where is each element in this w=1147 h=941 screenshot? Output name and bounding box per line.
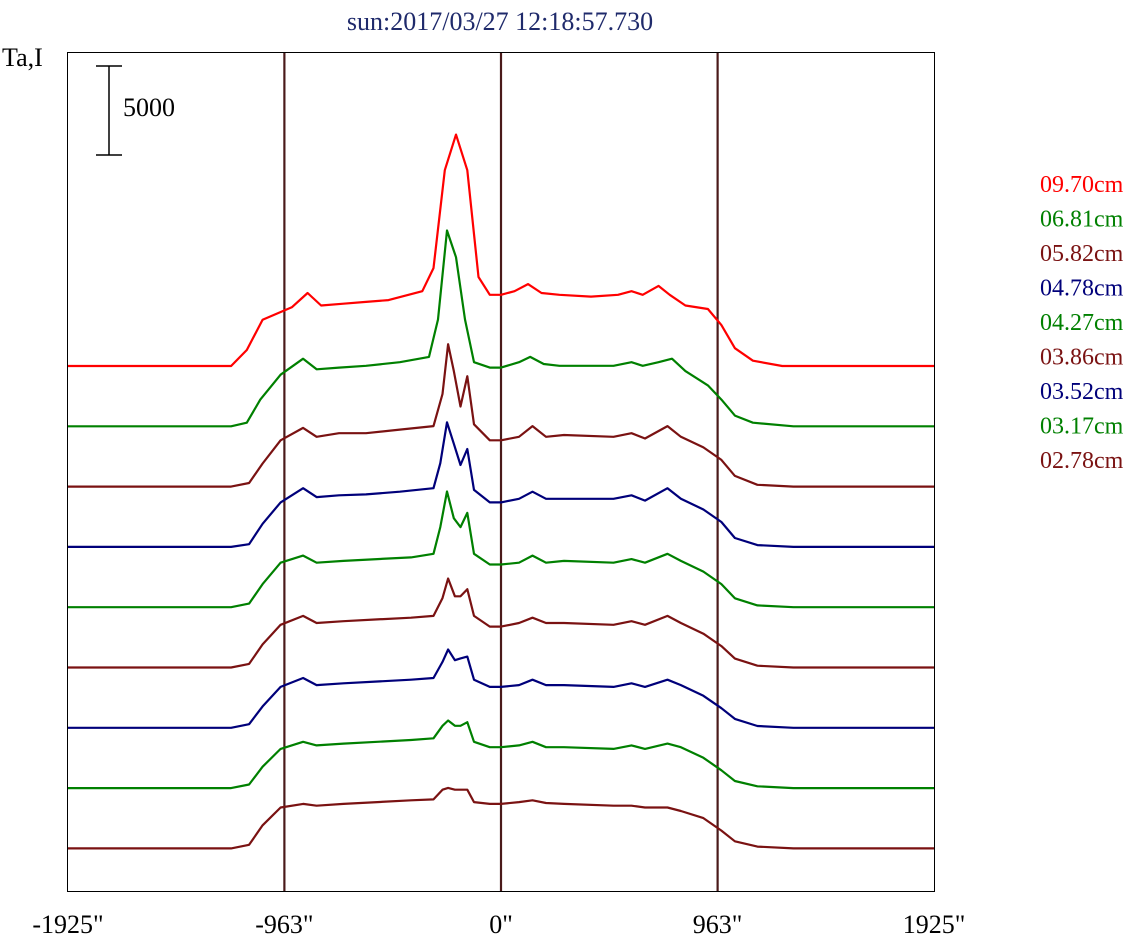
x-tick-label-2: 0" [489,910,513,939]
x-tick-label-3: 963" [693,910,743,939]
y-axis-label: Ta,I [2,43,43,72]
series-line-02-78cm [68,786,934,850]
legend-entry-02-78cm: 02.78cm [1040,448,1124,474]
x-tick-label-0: -1925" [32,910,103,939]
series-line-03-86cm [68,577,934,669]
series-line-03-52cm [68,648,934,729]
legend-entry-04-78cm: 04.78cm [1040,276,1124,302]
x-tick-label-1: -963" [255,910,313,939]
series-line-04-78cm [68,421,934,548]
chart-title: sun:2017/03/27 12:18:57.730 [347,7,653,36]
series-line-09-70cm [68,133,934,368]
legend-entry-05-82cm: 05.82cm [1040,241,1124,267]
scale-bar: 5000 [96,65,175,156]
legend-entry-03-86cm: 03.86cm [1040,345,1124,371]
series-line-06-81cm [68,229,934,428]
legend-entry-06-81cm: 06.81cm [1040,207,1124,233]
legend-entry-03-17cm: 03.17cm [1040,414,1124,440]
series-line-04-27cm [68,490,934,609]
legend-entry-09-70cm: 09.70cm [1040,172,1124,198]
x-tick-label-4: 1925" [903,910,966,939]
scale-bar-label: 5000 [123,93,175,122]
series-line-05-82cm [68,343,934,488]
plot-frame [67,52,935,892]
series-line-03-17cm [68,719,934,790]
legend-entry-04-27cm: 04.27cm [1040,310,1124,336]
legend-entry-03-52cm: 03.52cm [1040,379,1124,405]
